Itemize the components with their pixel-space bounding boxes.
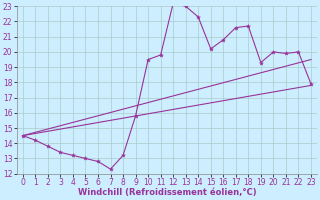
X-axis label: Windchill (Refroidissement éolien,°C): Windchill (Refroidissement éolien,°C) [77,188,256,197]
